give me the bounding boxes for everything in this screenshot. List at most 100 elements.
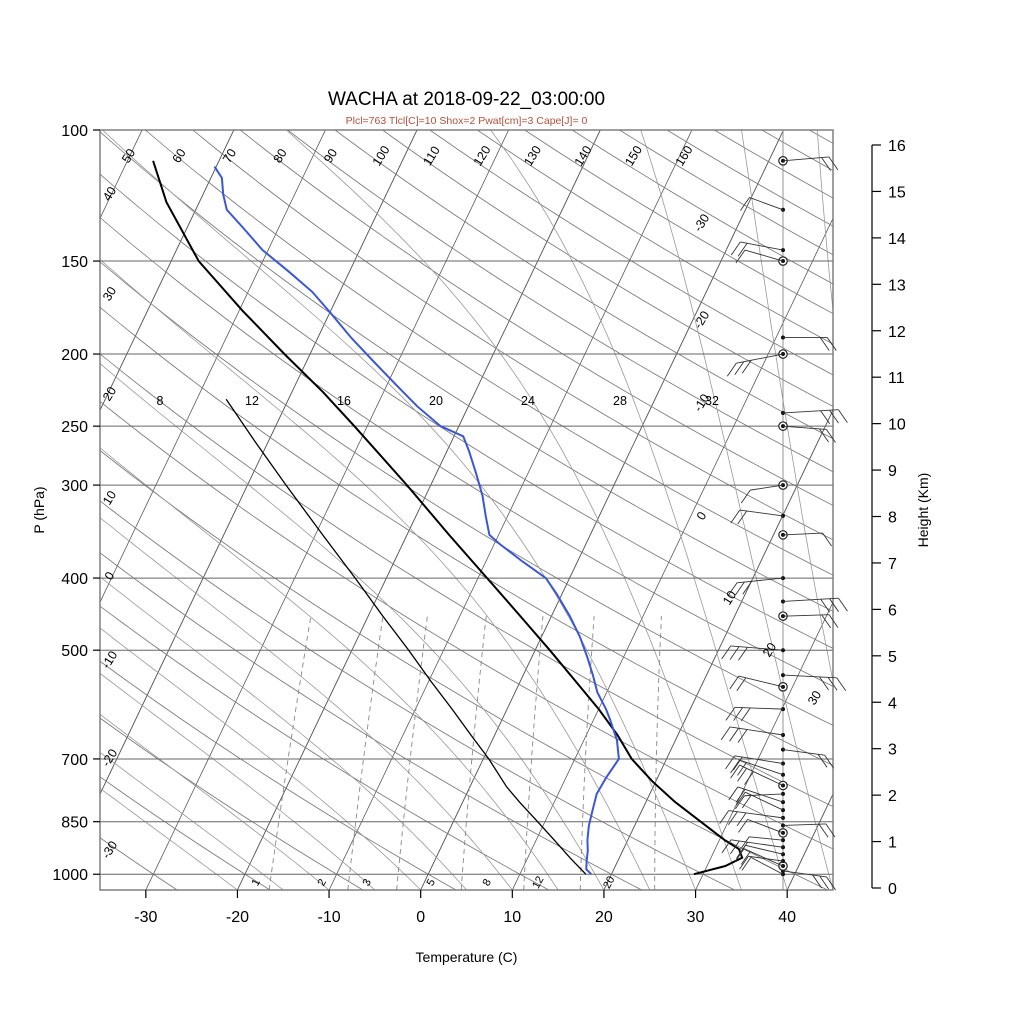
dry-adiabat-210 (571, 130, 833, 285)
moist-adiabat-30 (102, 130, 696, 890)
wind-barb-feather (738, 841, 749, 856)
wind-barb-feather (741, 857, 752, 871)
wind-barb-feather (826, 429, 836, 443)
moist-adiabat-15 (100, 447, 559, 890)
moist-adiabat-45 (640, 130, 833, 890)
dry-adiabat-100 (100, 173, 833, 649)
wind-barb-feather (729, 646, 740, 660)
isotherm-lines (100, 130, 833, 890)
wind-barb-feather (819, 337, 830, 351)
moist-adiabat--5 (100, 672, 376, 890)
height-tick-label: 11 (888, 370, 905, 387)
dry-adiabat-190 (477, 130, 833, 345)
isotherm-label-left-10: 10 (100, 488, 119, 507)
moist-adiabat-10 (100, 517, 513, 890)
pressure-tick-label: 400 (61, 571, 88, 588)
mixing-ratio-1 (268, 616, 312, 890)
mixing-ratio-label-12: 12 (530, 874, 546, 890)
sounding-curves (152, 160, 744, 876)
wind-barb-feather (827, 677, 838, 691)
isotherm--30 (145, 130, 509, 890)
dry-adiabat--10 (100, 717, 364, 890)
dry-adiabat-label-top-50: 50 (119, 146, 138, 165)
wind-barb-shaft (744, 249, 784, 262)
wind-barb-feather (735, 789, 746, 803)
moist-adiabat--10 (100, 713, 330, 890)
height-tick-label: 3 (888, 742, 897, 759)
isotherm-label-right--30: -30 (691, 211, 712, 234)
mixing-ratio-lines (268, 616, 662, 890)
y-axis-label: P (hPa) (31, 486, 47, 533)
wind-barb-feather (738, 819, 748, 833)
height-tick-label: 15 (888, 184, 906, 201)
pressure-tick-label: 500 (61, 643, 88, 660)
height-tick-label: 16 (888, 138, 906, 155)
dry-adiabat-label-top-80: 80 (270, 146, 289, 165)
dry-adiabat-20 (100, 552, 642, 890)
wind-barb-shaft (748, 855, 784, 862)
wind-barb-feather (812, 874, 823, 889)
wind-barb-feather (737, 729, 748, 743)
wind-barb-feather (742, 581, 753, 595)
wind-barb-feather (736, 677, 747, 692)
wind-barb-shaft (745, 844, 784, 855)
moist-adiabat-5 (100, 576, 467, 890)
wind-barb-feather (721, 645, 732, 660)
mixing-ratio-label-3: 3 (361, 877, 374, 888)
dry-adiabat-130 (192, 130, 833, 541)
moist-adiabat-40 (490, 130, 788, 890)
dry-adiabat-label-mid-28: 28 (613, 394, 627, 408)
wind-barb-feather (828, 614, 839, 628)
wind-barb-feather (730, 241, 741, 256)
dry-adiabat-label-mid-24: 24 (521, 394, 535, 408)
pressure-tick-label: 300 (61, 478, 88, 495)
mixing-ratio-3 (396, 616, 428, 890)
wind-barb-shaft (750, 857, 784, 875)
wind-barb-feather (737, 243, 748, 257)
isotherm-label-left--30: -30 (99, 838, 120, 861)
mixing-ratio-5 (460, 616, 487, 890)
moist-adiabat-20 (100, 362, 605, 890)
wind-barb-feather (740, 851, 751, 865)
wind-barb-shaft (782, 749, 825, 756)
wind-barb-shaft (737, 786, 784, 803)
wind-barb-feather (744, 771, 754, 785)
wind-barb-feather (735, 249, 746, 264)
isotherm-10 (511, 217, 833, 890)
height-tick-label: 7 (888, 556, 897, 573)
wind-barb-feather (720, 726, 731, 741)
isotherm-label-right-30: 30 (805, 688, 824, 707)
wind-barb-feather (740, 197, 750, 211)
wind-barb-shaft (739, 764, 784, 786)
pressure-tick-label: 150 (61, 254, 88, 271)
wind-barb-feather (729, 840, 740, 855)
moist-adiabat-lines (100, 130, 833, 890)
dry-adiabat-110 (100, 131, 833, 612)
wind-barb-feather (824, 754, 835, 769)
moist-adiabat--20 (100, 787, 238, 890)
temperature-tick-label: 20 (595, 909, 613, 926)
isotherm-label-left--10: -10 (99, 648, 120, 671)
isobar-lines (100, 129, 833, 875)
pressure-tick-label: 200 (61, 347, 88, 364)
wind-barb-feather (734, 848, 745, 862)
wind-barb-feather (741, 360, 752, 374)
wind-barb-feather (818, 823, 829, 838)
wind-barb-feather (725, 755, 735, 770)
wind-barb-shaft (738, 675, 784, 688)
dry-adiabat-lines (100, 130, 833, 890)
wind-barb-feather (826, 337, 837, 351)
wind-barb-shaft (782, 674, 837, 679)
wind-barb-feather (727, 811, 738, 825)
wind-barb-feather (737, 762, 747, 776)
wind-barb-shaft (740, 241, 784, 251)
mixing-ratio-label-1: 1 (250, 877, 263, 888)
dry-adiabat-label-mid-32: 32 (705, 394, 719, 408)
wind-barb-feather (820, 598, 831, 613)
page-title: WACHA at 2018-09-22_03:00:00 (328, 89, 605, 110)
wind-barb-shaft (734, 755, 784, 764)
wind-barb-feather (820, 410, 831, 424)
height-tick-label: 5 (888, 649, 897, 666)
height-tick-label: 9 (888, 463, 897, 480)
wind-barb-feather (819, 676, 829, 691)
